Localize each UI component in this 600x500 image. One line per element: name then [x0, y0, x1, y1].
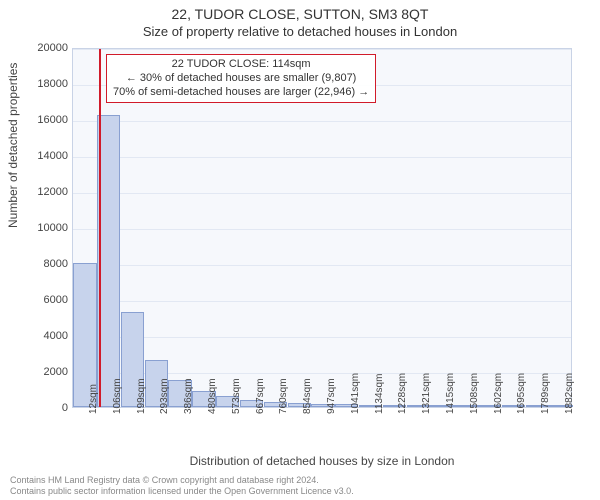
x-tick-label: 1415sqm	[445, 373, 456, 414]
x-tick-label: 1508sqm	[469, 373, 480, 414]
footer-line-2: Contains public sector information licen…	[10, 486, 354, 496]
x-tick-label: 480sqm	[207, 378, 218, 414]
x-tick-label: 667sqm	[255, 378, 266, 414]
gridline	[73, 337, 571, 338]
x-tick-label: 1041sqm	[350, 373, 361, 414]
annotation-line-1: 22 TUDOR CLOSE: 114sqm	[113, 58, 369, 72]
gridline	[73, 49, 571, 50]
y-tick-label: 6000	[8, 294, 68, 306]
x-tick-label: 1602sqm	[493, 373, 504, 414]
y-tick-label: 18000	[8, 78, 68, 90]
annotation-box: 22 TUDOR CLOSE: 114sqm← 30% of detached …	[106, 54, 376, 103]
annotation-line-3: 70% of semi-detached houses are larger (…	[113, 86, 369, 100]
footer-line-1: Contains HM Land Registry data © Crown c…	[10, 475, 354, 485]
y-tick-label: 12000	[8, 186, 68, 198]
y-tick-label: 8000	[8, 258, 68, 270]
x-tick-label: 1321sqm	[421, 373, 432, 414]
annotation-line-2: ← 30% of detached houses are smaller (9,…	[113, 72, 369, 86]
page-subtitle: Size of property relative to detached ho…	[0, 24, 600, 39]
y-tick-label: 10000	[8, 222, 68, 234]
x-tick-label: 573sqm	[231, 378, 242, 414]
gridline	[73, 265, 571, 266]
x-tick-label: 199sqm	[136, 378, 147, 414]
x-tick-label: 1695sqm	[516, 373, 527, 414]
gridline	[73, 229, 571, 230]
y-tick-label: 4000	[8, 330, 68, 342]
x-tick-label: 106sqm	[112, 378, 123, 414]
x-tick-label: 760sqm	[278, 378, 289, 414]
x-tick-label: 1228sqm	[397, 373, 408, 414]
y-tick-label: 16000	[8, 114, 68, 126]
y-tick-label: 0	[8, 402, 68, 414]
footer-attribution: Contains HM Land Registry data © Crown c…	[10, 475, 354, 496]
x-tick-label: 293sqm	[159, 378, 170, 414]
page-title: 22, TUDOR CLOSE, SUTTON, SM3 8QT	[0, 6, 600, 22]
gridline	[73, 157, 571, 158]
y-tick-label: 20000	[8, 42, 68, 54]
x-tick-label: 947sqm	[326, 378, 337, 414]
x-tick-label: 386sqm	[183, 378, 194, 414]
x-axis-label: Distribution of detached houses by size …	[72, 454, 572, 468]
x-tick-label: 854sqm	[302, 378, 313, 414]
gridline	[73, 193, 571, 194]
gridline	[73, 301, 571, 302]
gridline	[73, 121, 571, 122]
x-tick-label: 1882sqm	[564, 373, 575, 414]
x-tick-label: 1134sqm	[374, 374, 385, 414]
reference-line	[99, 49, 101, 407]
x-tick-label: 12sqm	[88, 384, 99, 414]
x-tick-label: 1789sqm	[540, 373, 551, 414]
y-tick-label: 14000	[8, 150, 68, 162]
y-tick-label: 2000	[8, 366, 68, 378]
